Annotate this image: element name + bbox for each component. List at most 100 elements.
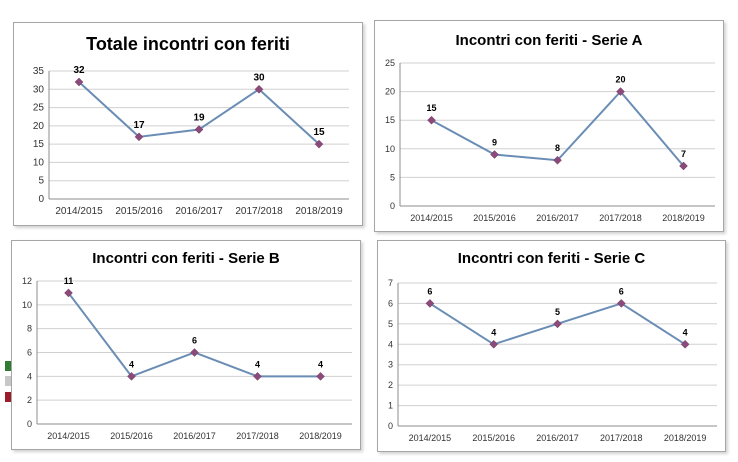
y-tick-label: 20 bbox=[33, 121, 45, 132]
x-tick-label: 2016/2017 bbox=[536, 213, 579, 223]
y-tick-label: 5 bbox=[388, 319, 393, 329]
y-tick-label: 35 bbox=[33, 66, 45, 77]
x-tick-label: 2018/2019 bbox=[664, 433, 707, 443]
data-point bbox=[127, 371, 136, 381]
y-tick-label: 6 bbox=[388, 298, 393, 308]
y-tick-label: 6 bbox=[27, 348, 32, 358]
y-tick-label: 0 bbox=[390, 201, 395, 211]
x-tick-label: 2015/2016 bbox=[115, 206, 163, 217]
data-point bbox=[489, 339, 499, 349]
y-tick-label: 10 bbox=[22, 300, 32, 310]
chart-panel-serie-b: Incontri con feriti - Serie B 0 2 4 6 8 10 12 2… bbox=[11, 240, 361, 450]
y-tick-label: 2 bbox=[27, 395, 32, 405]
data-label: 20 bbox=[615, 75, 625, 85]
data-point bbox=[679, 161, 688, 171]
y-tick-label: 7 bbox=[388, 278, 393, 288]
data-label: 19 bbox=[193, 113, 205, 124]
data-point bbox=[254, 84, 264, 94]
y-tick-label: 4 bbox=[27, 371, 32, 381]
data-label: 9 bbox=[492, 138, 497, 148]
data-point bbox=[316, 371, 325, 381]
data-point bbox=[314, 139, 324, 149]
y-tick-label: 8 bbox=[27, 324, 32, 334]
data-label: 6 bbox=[619, 286, 624, 296]
x-tick-label: 2014/2015 bbox=[410, 213, 453, 223]
y-tick-label: 4 bbox=[388, 339, 393, 349]
data-point bbox=[253, 371, 262, 381]
y-tick-label: 5 bbox=[38, 176, 44, 187]
data-point bbox=[616, 299, 626, 308]
data-label: 4 bbox=[491, 327, 496, 337]
data-label: 4 bbox=[318, 359, 323, 369]
x-tick-label: 2014/2015 bbox=[409, 433, 452, 443]
data-label: 4 bbox=[255, 359, 260, 369]
y-tick-label: 10 bbox=[385, 144, 395, 154]
data-point bbox=[616, 87, 625, 96]
data-point bbox=[74, 77, 84, 87]
y-tick-label: 0 bbox=[388, 421, 393, 431]
x-tick-label: 2015/2016 bbox=[473, 213, 516, 223]
data-label: 15 bbox=[426, 103, 436, 113]
data-point bbox=[194, 125, 204, 134]
data-point bbox=[425, 299, 435, 308]
x-tick-label: 2017/2018 bbox=[599, 213, 642, 223]
y-tick-label: 2 bbox=[388, 380, 393, 390]
y-tick-label: 12 bbox=[22, 276, 32, 286]
data-point bbox=[134, 132, 144, 142]
data-label: 30 bbox=[253, 72, 265, 83]
data-label: 11 bbox=[64, 276, 74, 286]
y-tick-label: 3 bbox=[388, 360, 393, 370]
data-point bbox=[553, 319, 562, 329]
x-tick-label: 2015/2016 bbox=[472, 433, 515, 443]
y-tick-label: 15 bbox=[33, 139, 45, 150]
flag-green-stripe bbox=[5, 361, 14, 371]
chart-title: Totale incontri con feriti bbox=[86, 34, 290, 54]
data-point bbox=[190, 348, 199, 357]
data-point bbox=[490, 150, 499, 159]
flag-red-stripe bbox=[5, 392, 14, 402]
data-label: 4 bbox=[129, 359, 134, 369]
data-point bbox=[64, 288, 73, 298]
x-tick-label: 2018/2019 bbox=[662, 213, 705, 223]
chart-panel-serie-c: Incontri con feriti - Serie C 0 1 2 3 4 5 6 7 20… bbox=[377, 240, 726, 452]
x-tick-label: 2018/2019 bbox=[295, 206, 343, 217]
chart-title: Incontri con feriti - Serie B bbox=[92, 250, 280, 267]
x-tick-label: 2014/2015 bbox=[55, 206, 103, 217]
x-tick-label: 2014/2015 bbox=[47, 431, 90, 441]
x-tick-label: 2016/2017 bbox=[173, 431, 216, 441]
data-label: 7 bbox=[681, 149, 686, 159]
y-tick-label: 25 bbox=[33, 103, 45, 114]
chart-svg: 0 5 10 15 20 25 30 35 2014/2015 2015/2016 2016/201… bbox=[33, 65, 349, 217]
chart-title: Incontri con feriti - Serie C bbox=[457, 250, 646, 267]
data-label: 32 bbox=[73, 65, 85, 76]
data-label: 6 bbox=[192, 336, 197, 346]
series-line bbox=[431, 90, 685, 167]
chart-svg: 0 1 2 3 4 5 6 7 2014/2015 2015/2016 2016/2017 2017/… bbox=[388, 278, 717, 443]
chart-panel-serie-a: Incontri con feriti - Serie A 0 5 10 15 20 25… bbox=[374, 20, 724, 232]
x-tick-label: 2017/2018 bbox=[235, 206, 283, 217]
x-tick-label: 2018/2019 bbox=[299, 431, 342, 441]
y-tick-label: 0 bbox=[38, 194, 44, 205]
x-tick-label: 2017/2018 bbox=[600, 433, 643, 443]
y-tick-label: 1 bbox=[388, 401, 393, 411]
y-tick-label: 0 bbox=[27, 419, 32, 429]
y-tick-label: 15 bbox=[385, 115, 395, 125]
data-label: 4 bbox=[683, 327, 688, 337]
x-tick-label: 2017/2018 bbox=[236, 431, 279, 441]
chart-title: Incontri con feriti - Serie A bbox=[455, 32, 643, 49]
data-point bbox=[427, 115, 436, 125]
data-point bbox=[553, 155, 562, 165]
data-label: 6 bbox=[427, 286, 432, 296]
data-label: 8 bbox=[555, 143, 560, 153]
data-point bbox=[680, 339, 690, 349]
y-tick-label: 30 bbox=[33, 84, 45, 95]
x-tick-label: 2016/2017 bbox=[536, 433, 579, 443]
chart-svg: 0 2 4 6 8 10 12 2014/2015 2015/2016 2016/2017 2017… bbox=[22, 276, 352, 441]
y-tick-label: 25 bbox=[385, 58, 395, 68]
data-label: 17 bbox=[133, 120, 145, 131]
flag-white-stripe bbox=[5, 376, 14, 386]
chart-panel-totale: Totale incontri con feriti 0 5 10 15 20 25 30 3… bbox=[13, 22, 363, 226]
data-label: 15 bbox=[313, 127, 325, 138]
y-tick-label: 10 bbox=[33, 157, 45, 168]
